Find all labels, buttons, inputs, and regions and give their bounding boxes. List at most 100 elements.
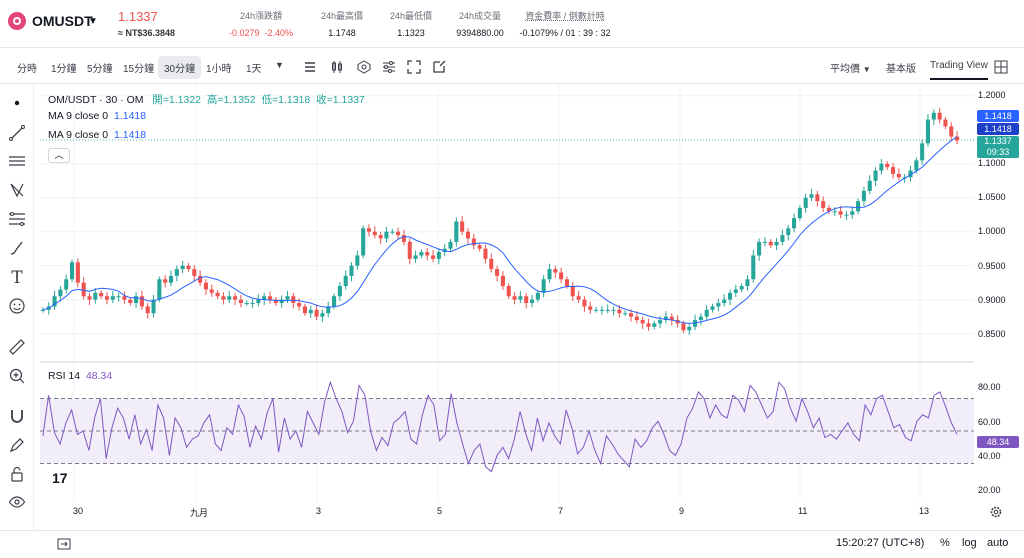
indicators-icon[interactable] bbox=[356, 59, 372, 75]
candle bbox=[267, 296, 273, 300]
text-tool-icon[interactable]: T bbox=[11, 268, 23, 288]
candle bbox=[40, 309, 45, 311]
interval-1d[interactable]: 1天 bbox=[246, 64, 262, 75]
candle bbox=[471, 238, 476, 246]
stat-24h-volume: 24h成交量 9394880.00 bbox=[448, 9, 512, 38]
change-pct: -2.40% bbox=[264, 28, 294, 38]
candle bbox=[285, 296, 290, 300]
candle bbox=[879, 163, 884, 171]
price-chart[interactable] bbox=[40, 84, 974, 502]
pattern-nodes-icon[interactable] bbox=[8, 181, 26, 199]
auto-toggle[interactable]: auto bbox=[987, 537, 1009, 549]
chart-settings-gear-icon[interactable] bbox=[989, 505, 1003, 519]
settings-sliders-icon[interactable] bbox=[381, 59, 397, 75]
candle bbox=[361, 228, 366, 256]
brush-icon[interactable] bbox=[8, 239, 26, 257]
candle bbox=[378, 235, 383, 239]
candle bbox=[955, 136, 960, 141]
basic-view-tab[interactable]: 基本版 bbox=[886, 64, 916, 75]
change-abs: -0.0279 bbox=[228, 28, 260, 38]
candle bbox=[297, 303, 302, 307]
candle bbox=[425, 252, 430, 256]
interval-1h[interactable]: 1小時 bbox=[206, 64, 232, 75]
candle bbox=[93, 292, 98, 300]
candle bbox=[576, 296, 581, 300]
avg-price-select[interactable]: 平均價 ▼ bbox=[830, 60, 871, 75]
ma-legend-2[interactable]: MA 9 close 0 1.1418 bbox=[48, 129, 146, 141]
ma2-value: 1.1418 bbox=[113, 129, 147, 141]
interval-tick[interactable]: 分時 bbox=[17, 64, 37, 75]
candle bbox=[716, 303, 721, 307]
candle bbox=[704, 309, 709, 317]
candle bbox=[931, 112, 936, 120]
x-tick: 9 bbox=[679, 506, 685, 516]
rsi-line bbox=[42, 380, 958, 473]
horizontal-lines-icon[interactable] bbox=[8, 152, 26, 170]
symbol-selector[interactable]: OMUSDT bbox=[32, 13, 93, 29]
rsi-tick: 60.00 bbox=[978, 417, 1001, 427]
legend-open-label: 開= bbox=[152, 94, 169, 106]
ruler-icon[interactable] bbox=[8, 338, 26, 356]
candle bbox=[355, 255, 360, 266]
interval-15m[interactable]: 15分鐘 bbox=[123, 64, 155, 75]
collapse-legend-button[interactable]: ︿ bbox=[48, 148, 70, 163]
rsi-legend[interactable]: RSI 14 48.34 bbox=[48, 370, 112, 382]
clock-timezone[interactable]: 15:20:27 (UTC+8) bbox=[836, 537, 925, 549]
tradingview-tab[interactable]: Trading View bbox=[930, 60, 988, 80]
candles-icon[interactable] bbox=[329, 59, 345, 75]
candle bbox=[774, 241, 779, 246]
legend-title[interactable]: OM/USDT · 30 · OM bbox=[48, 94, 144, 106]
legend-close-label: 收= bbox=[316, 94, 333, 106]
legend-low-label: 低= bbox=[261, 94, 279, 106]
candle bbox=[256, 299, 261, 304]
candle bbox=[634, 316, 639, 321]
lock-drawing-pencil-icon[interactable] bbox=[8, 436, 26, 454]
intervals-dropdown-icon[interactable]: ▼ bbox=[275, 60, 284, 70]
candle bbox=[687, 326, 692, 331]
trend-line-icon[interactable] bbox=[8, 124, 26, 142]
ohlc-legend: OM/USDT · 30 · OM 開=1.1322 高=1.1352 低=1.… bbox=[48, 92, 365, 107]
candle bbox=[168, 275, 174, 283]
percent-toggle[interactable]: % bbox=[940, 537, 950, 549]
candle bbox=[885, 163, 890, 168]
candle bbox=[366, 228, 372, 232]
emoji-icon[interactable] bbox=[8, 297, 26, 315]
interval-5m[interactable]: 5分鐘 bbox=[87, 64, 113, 75]
lock-icon[interactable] bbox=[8, 465, 26, 483]
candle bbox=[174, 269, 179, 276]
candle bbox=[244, 303, 249, 305]
candle bbox=[646, 323, 651, 327]
interval-1m[interactable]: 1分鐘 bbox=[51, 64, 77, 75]
candle bbox=[867, 180, 872, 191]
chevron-down-icon[interactable]: ▼ bbox=[88, 16, 98, 27]
candle bbox=[681, 323, 686, 331]
candle bbox=[815, 194, 820, 202]
candle bbox=[850, 211, 855, 215]
stat-label: 24h漲跌額 bbox=[239, 11, 283, 21]
date-range-icon[interactable] bbox=[56, 536, 72, 552]
candle bbox=[832, 211, 837, 213]
rsi-tick: 40.00 bbox=[978, 451, 1001, 461]
hamburger-menu-icon[interactable] bbox=[302, 59, 318, 75]
chevron-up-icon: ︿ bbox=[54, 150, 64, 160]
stat-label[interactable]: 資金費率 / 倒數計時 bbox=[525, 11, 605, 21]
fib-retracement-icon[interactable] bbox=[8, 210, 26, 228]
layout-grid-icon[interactable] bbox=[993, 59, 1009, 75]
magnet-icon[interactable] bbox=[8, 407, 26, 425]
crosshair-dot-icon[interactable] bbox=[8, 94, 26, 112]
fullscreen-icon[interactable] bbox=[406, 59, 422, 75]
log-toggle[interactable]: log bbox=[962, 537, 977, 549]
interval-30m[interactable]: 30分鐘 bbox=[158, 56, 202, 79]
candle bbox=[145, 306, 150, 314]
ma-legend-1[interactable]: MA 9 close 0 1.1418 bbox=[48, 110, 146, 122]
candle bbox=[617, 309, 622, 314]
candle bbox=[821, 201, 826, 208]
legend-open: 1.1322 bbox=[168, 94, 202, 106]
share-icon[interactable] bbox=[431, 59, 447, 75]
candle bbox=[757, 241, 762, 256]
zoom-in-icon[interactable] bbox=[8, 367, 26, 385]
candle bbox=[891, 167, 896, 174]
rsi-label: RSI 14 bbox=[48, 370, 81, 382]
eye-icon[interactable] bbox=[8, 493, 26, 511]
candle bbox=[786, 228, 791, 236]
